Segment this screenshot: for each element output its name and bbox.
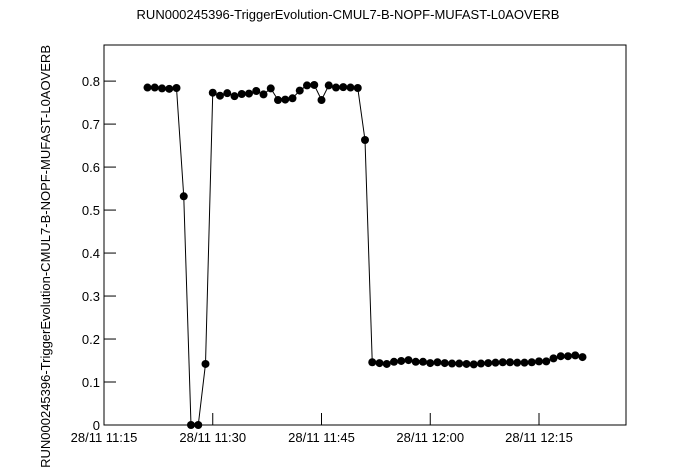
data-point	[216, 91, 224, 100]
data-point	[172, 83, 181, 92]
data-point	[245, 89, 253, 98]
data-point	[143, 83, 152, 92]
data-point	[346, 83, 355, 92]
y-tick-label: 0.5	[82, 203, 100, 218]
data-point	[549, 354, 558, 363]
data-point	[404, 356, 413, 365]
data-point	[368, 358, 377, 367]
x-tick-label: 28/11 12:00	[396, 430, 464, 445]
data-point	[201, 359, 210, 368]
data-point	[397, 356, 406, 365]
data-point	[498, 358, 507, 367]
data-point	[165, 84, 174, 93]
data-point	[462, 359, 471, 368]
data-point	[266, 84, 275, 93]
x-tick-label: 28/11 11:45	[288, 430, 355, 445]
data-point	[520, 358, 529, 367]
data-point	[317, 96, 326, 105]
data-point	[324, 81, 333, 90]
data-point	[310, 80, 319, 89]
plot-frame	[103, 44, 627, 426]
data-point	[433, 358, 442, 367]
data-point	[375, 359, 384, 368]
data-point	[259, 90, 268, 99]
data-point	[535, 357, 543, 366]
data-point	[230, 92, 239, 101]
data-point	[469, 360, 478, 369]
data-point	[491, 358, 500, 367]
data-point	[571, 351, 580, 360]
data-point	[477, 359, 485, 368]
data-point	[281, 95, 290, 104]
data-point	[542, 357, 551, 366]
data-line	[147, 84, 583, 426]
data-point	[252, 86, 261, 95]
data-point	[150, 83, 159, 92]
data-point	[179, 192, 188, 201]
data-point	[361, 136, 369, 144]
data-point	[411, 357, 420, 366]
data-point	[506, 358, 514, 367]
y-tick-label: 0.1	[82, 375, 100, 390]
data-point	[303, 81, 311, 90]
y-tick-label: 0	[93, 418, 100, 433]
data-point	[426, 359, 435, 368]
x-tick-label: 28/11 12:15	[505, 430, 573, 445]
chart-title: RUN000245396-TriggerEvolution-CMUL7-B-NO…	[137, 7, 560, 22]
data-point	[513, 358, 522, 367]
data-point	[295, 86, 304, 95]
data-point	[382, 359, 391, 368]
data-point	[455, 359, 464, 368]
data-point	[158, 84, 166, 93]
y-tick-label: 0.4	[82, 246, 100, 261]
data-point	[208, 88, 217, 97]
x-tick-label: 28/11 11:30	[179, 430, 246, 445]
data-point	[274, 96, 282, 105]
data-point	[223, 89, 232, 98]
data-point	[187, 421, 195, 429]
y-tick-label: 0.8	[82, 74, 100, 89]
data-point	[419, 357, 427, 366]
data-point	[339, 83, 348, 92]
data-point	[332, 83, 340, 92]
data-point	[237, 90, 246, 99]
y-tick-label: 0.3	[82, 289, 100, 304]
y-tick-label: 0.2	[82, 332, 100, 347]
y-axis-label: RUN000245396-TriggerEvolution-CMUL7-B-NO…	[38, 45, 53, 468]
y-tick-label: 0.7	[82, 117, 100, 132]
x-tick-label: 28/11 11:15	[71, 430, 138, 445]
y-tick-label: 0.6	[82, 160, 100, 175]
data-point	[288, 94, 297, 103]
data-point	[390, 357, 398, 366]
data-point	[484, 359, 493, 368]
data-point	[353, 83, 362, 92]
data-point	[527, 358, 536, 367]
data-point	[448, 359, 456, 368]
data-point	[440, 359, 449, 368]
data-point	[556, 352, 565, 361]
data-point	[564, 352, 572, 361]
data-point	[578, 353, 587, 362]
data-point	[194, 421, 203, 429]
